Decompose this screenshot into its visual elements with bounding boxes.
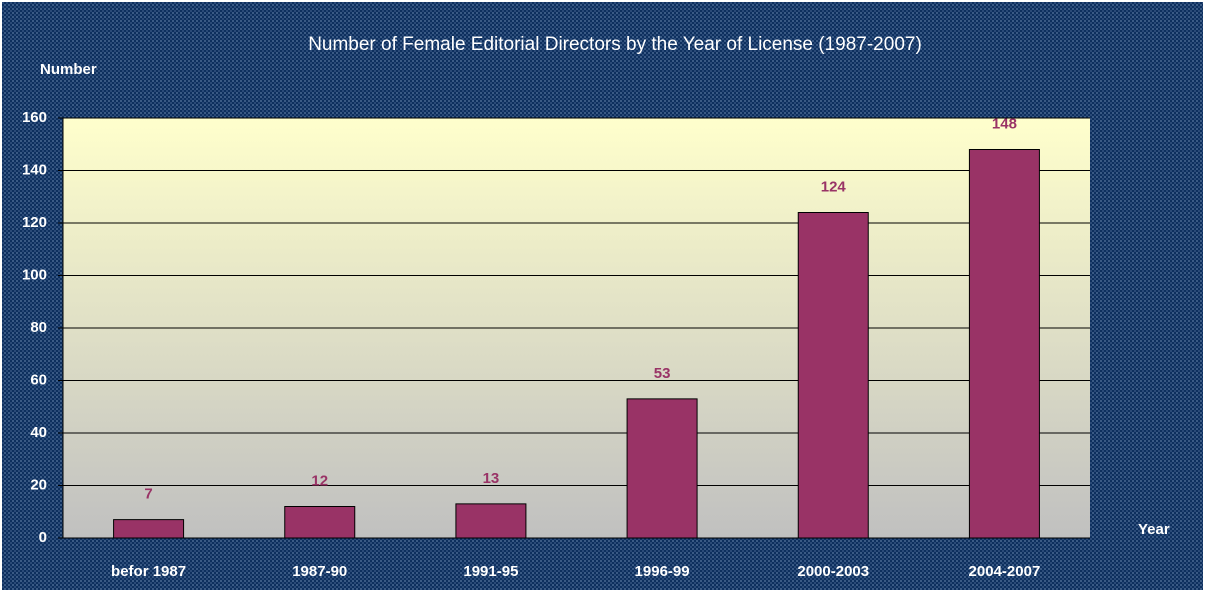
value-label: 7 bbox=[144, 486, 152, 503]
value-label: 53 bbox=[654, 365, 671, 382]
x-axis-label: Year bbox=[1138, 521, 1170, 538]
x-tick-label: 2000-2003 bbox=[797, 563, 869, 580]
y-tick-label: 60 bbox=[30, 371, 47, 388]
value-label: 124 bbox=[821, 178, 847, 195]
value-label: 12 bbox=[311, 472, 328, 489]
bar bbox=[968, 149, 1040, 539]
bar bbox=[797, 212, 869, 539]
x-tick-label: 1996-99 bbox=[635, 563, 690, 580]
bar bbox=[284, 506, 356, 539]
y-tick-label: 100 bbox=[22, 266, 47, 283]
y-tick-label: 20 bbox=[30, 476, 47, 493]
y-tick-label: 160 bbox=[22, 109, 47, 126]
bar bbox=[455, 503, 527, 539]
y-tick-label: 120 bbox=[22, 214, 47, 231]
chart-title: Number of Female Editorial Directors by … bbox=[308, 34, 922, 55]
value-label: 148 bbox=[992, 115, 1017, 132]
x-tick-label: befor 1987 bbox=[111, 563, 186, 580]
value-label: 13 bbox=[483, 470, 500, 487]
x-tick-label: 1987-90 bbox=[292, 563, 347, 580]
y-tick-label: 80 bbox=[30, 319, 47, 336]
y-tick-label: 140 bbox=[22, 161, 47, 178]
bar bbox=[626, 398, 698, 539]
x-tick-label: 1991-95 bbox=[463, 563, 518, 580]
y-tick-label: 40 bbox=[30, 424, 47, 441]
y-axis-label: Number bbox=[40, 61, 97, 78]
bar bbox=[113, 519, 185, 539]
x-tick-label: 2004-2007 bbox=[969, 563, 1041, 580]
y-tick-label: 0 bbox=[39, 529, 47, 546]
